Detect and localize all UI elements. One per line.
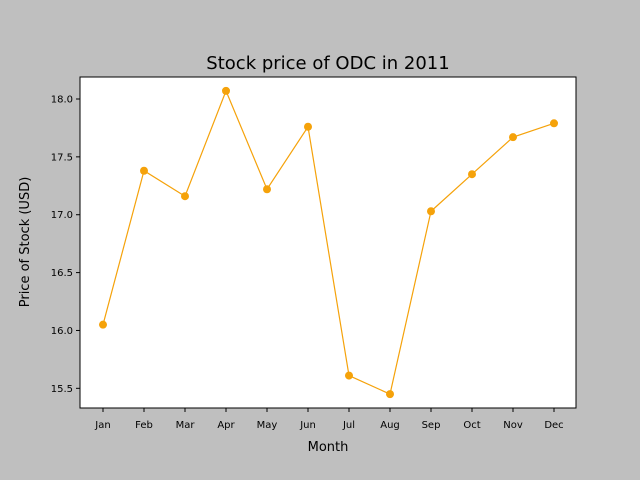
x-tick-label: Dec [544,420,563,431]
x-tick-label: Mar [176,420,196,431]
data-point [99,320,107,329]
data-point [181,192,189,201]
y-tick-label: 17.5 [51,152,73,163]
y-tick-label: 16.0 [51,326,73,337]
x-tick-label: May [257,420,278,431]
y-tick-label: 15.5 [51,384,73,395]
x-tick-label: Oct [463,420,480,431]
data-point [468,170,476,179]
x-tick-label: Aug [380,420,400,431]
data-point [509,133,517,142]
data-point [222,86,230,95]
x-axis: Jan Feb Mar Apr May Jun Jul Aug Sep Oct Nov Dec [94,408,564,431]
data-point [140,166,148,175]
x-tick-label: Feb [135,420,153,431]
x-tick-label: Nov [503,420,523,431]
data-point [386,390,394,399]
x-tick-label: Sep [422,420,441,431]
x-tick-label: Jan [94,420,110,431]
data-point [427,207,435,216]
y-tick-label: 17.0 [51,210,73,221]
plot-area [79,76,577,409]
x-axis-label: Month [308,440,349,455]
x-tick-label: Jul [342,420,355,431]
data-point [263,185,271,194]
y-axis: 15.5 16.0 16.5 17.0 17.5 18.0 [51,94,80,395]
series-line [102,89,555,395]
data-point [345,371,353,380]
data-point [304,122,312,131]
y-tick-label: 18.0 [51,94,73,105]
series-stock-price [99,86,558,399]
x-tick-label: Jun [299,420,316,431]
y-tick-label: 16.5 [51,268,73,279]
chart-title: Stock price of ODC in 2011 [206,53,449,74]
x-tick-label: Apr [217,420,235,431]
data-point [550,119,558,128]
y-axis-label: Price of Stock (USD) [18,177,33,308]
